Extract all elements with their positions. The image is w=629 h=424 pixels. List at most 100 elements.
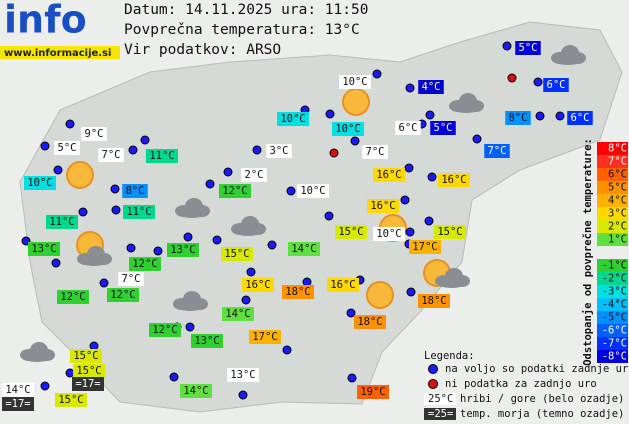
- scale-box: [597, 155, 628, 168]
- station-temp: 15°C: [338, 226, 363, 238]
- scale-box: [597, 311, 628, 324]
- station-temp: 15°C: [437, 226, 462, 238]
- station-temp: 6°C: [399, 122, 418, 134]
- station-temp: 10°C: [300, 185, 325, 197]
- sun: [342, 88, 370, 116]
- station-dot: [472, 134, 482, 144]
- station-temp: 10°C: [335, 123, 360, 135]
- station-dot: [282, 345, 292, 355]
- scale-box: [597, 233, 628, 246]
- station-box: [227, 368, 259, 382]
- station-temp: 10°C: [342, 76, 367, 88]
- station-dot: [533, 77, 543, 87]
- station-temp: 13°C: [170, 244, 195, 256]
- station-dot: [212, 235, 222, 245]
- station-missing: [507, 73, 517, 83]
- station-box: [70, 349, 102, 363]
- station-temp: 7°C: [102, 149, 121, 161]
- legend-sea-sample: =25=: [428, 408, 453, 420]
- date: Datum: 14.11.2025 ura: 11:50: [124, 2, 368, 18]
- station-box: [54, 141, 80, 155]
- station-temp: 15°C: [76, 365, 101, 377]
- station-box: [46, 215, 78, 229]
- station-box: [297, 184, 329, 198]
- station-dot: [89, 341, 99, 351]
- station-temp: 5°C: [58, 142, 77, 154]
- cloud: [231, 216, 266, 236]
- station-temp: 15°C: [224, 248, 249, 260]
- station-box: [288, 242, 320, 256]
- station-box: [73, 364, 105, 378]
- station-dot: [99, 278, 109, 288]
- scale-label: -7°C: [602, 338, 627, 350]
- station-temp: 8°C: [509, 112, 528, 124]
- legend-mountain-sample: 25°C: [428, 393, 453, 405]
- scale-label: -3°C: [602, 286, 627, 298]
- station-box: [373, 227, 405, 241]
- station-temp: 2°C: [245, 169, 264, 181]
- station-dot: [223, 167, 233, 177]
- station-temp: 7°C: [488, 145, 507, 157]
- scale-box: [597, 337, 628, 350]
- station-box: [107, 288, 139, 302]
- station-temp: 19°C: [360, 386, 385, 398]
- station-dot: [406, 287, 416, 297]
- station-temp: 16°C: [441, 174, 466, 186]
- legend-dot-available: [428, 364, 438, 374]
- scale-box: [597, 181, 628, 194]
- station-dot: [286, 186, 296, 196]
- cloud: [175, 198, 210, 218]
- station-dot: [400, 195, 410, 205]
- scale-label: -1°C: [602, 260, 627, 272]
- station-dot: [128, 145, 138, 155]
- station-box: [418, 294, 450, 308]
- station-temp: 10°C: [280, 113, 305, 125]
- station-box: [122, 184, 148, 198]
- station-dot: [65, 368, 75, 378]
- station-box: [118, 272, 144, 286]
- cloud-part: [438, 278, 466, 288]
- station-temp: 14°C: [183, 385, 208, 397]
- station-box: [191, 334, 223, 348]
- station-box: [362, 145, 388, 159]
- station-dot: [110, 184, 120, 194]
- station-box: [282, 285, 314, 299]
- station-box: [332, 122, 364, 136]
- logo: info: [4, 0, 87, 42]
- station-dot: [238, 390, 248, 400]
- station-dot: [252, 145, 262, 155]
- weather-icons: [20, 45, 586, 362]
- station-dot: [535, 111, 545, 121]
- scale-label: 6°C: [608, 169, 627, 181]
- scale-label: -5°C: [602, 312, 627, 324]
- station-box: [357, 385, 389, 399]
- scale-label: 1°C: [608, 234, 627, 246]
- station-box: [327, 278, 359, 292]
- scale-box: [597, 220, 628, 233]
- station-temp: 12°C: [132, 258, 157, 270]
- scale-label: 7°C: [608, 156, 627, 168]
- station-box: [28, 242, 60, 256]
- station-box: [335, 225, 367, 239]
- station-box: [146, 149, 178, 163]
- station-dot: [153, 246, 163, 256]
- station-box: [241, 168, 267, 182]
- scale-box: [597, 207, 628, 220]
- cloud: [173, 291, 208, 311]
- station-dot: [185, 322, 195, 332]
- station-box: [277, 112, 309, 126]
- station-box: [354, 315, 386, 329]
- station-box: [24, 176, 56, 190]
- station-dot: [51, 258, 61, 268]
- station-dot: [140, 135, 150, 145]
- station-box: [81, 127, 107, 141]
- cloud-part: [176, 301, 204, 311]
- station-box: [339, 75, 371, 89]
- station-temp: 16°C: [376, 169, 401, 181]
- scale-label: -6°C: [602, 325, 627, 337]
- station-temp: 8°C: [126, 185, 145, 197]
- station-dot: [126, 243, 136, 253]
- station-dot: [302, 277, 312, 287]
- station-temp: 4°C: [422, 81, 441, 93]
- legend-dot-missing: [428, 379, 438, 389]
